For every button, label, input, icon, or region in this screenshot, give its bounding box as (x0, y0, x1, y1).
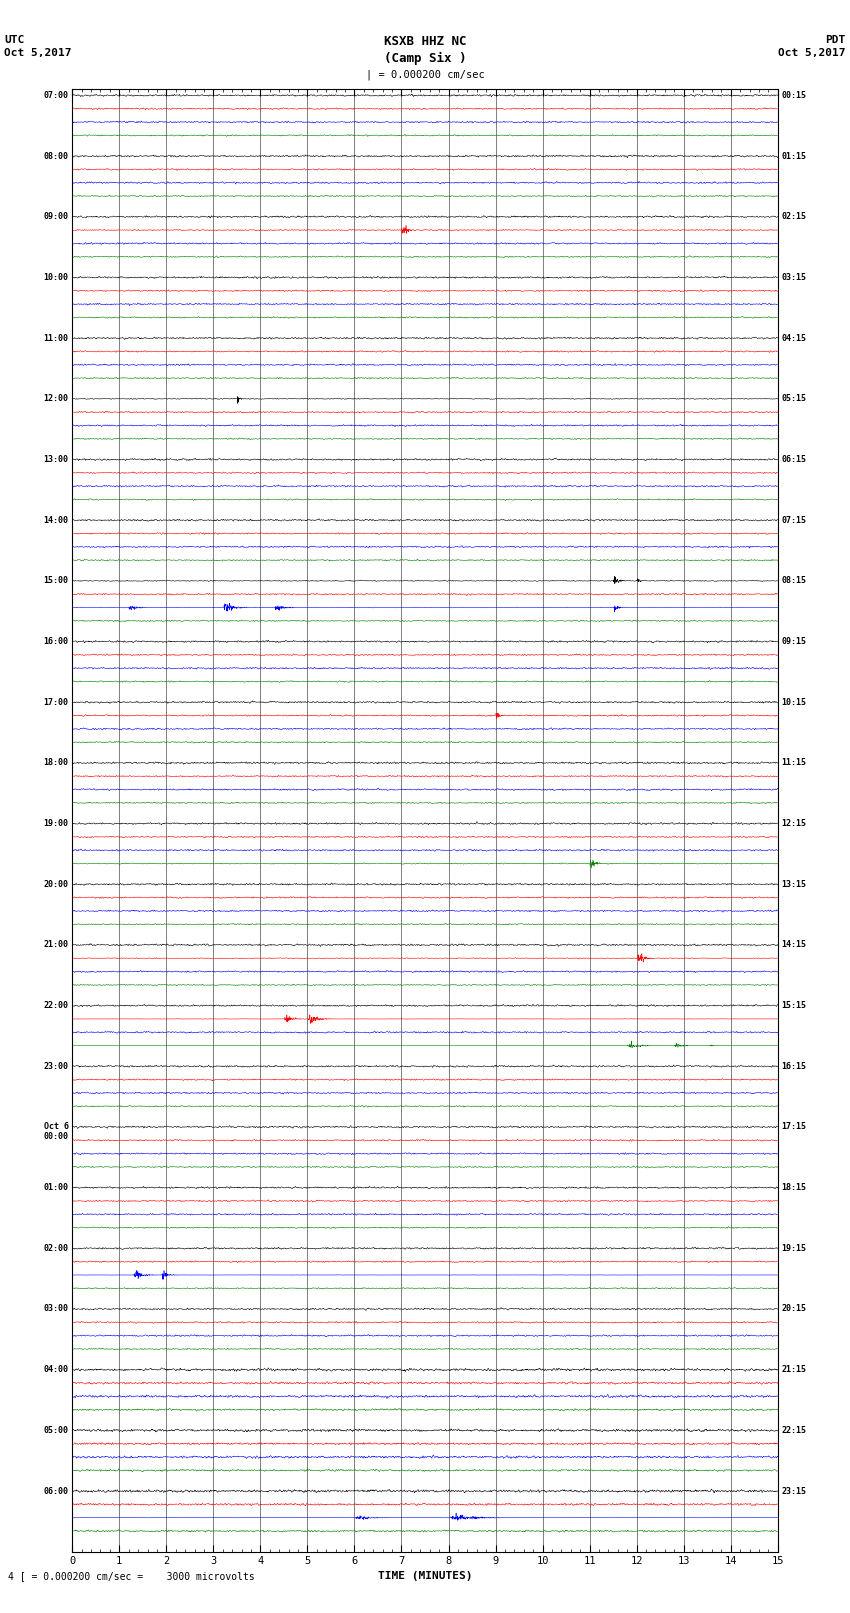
Text: Oct 6: Oct 6 (43, 1123, 69, 1131)
Text: 16:15: 16:15 (781, 1061, 807, 1071)
Text: 07:15: 07:15 (781, 516, 807, 524)
Text: 14:00: 14:00 (43, 516, 69, 524)
Text: 22:15: 22:15 (781, 1426, 807, 1436)
Text: KSXB HHZ NC: KSXB HHZ NC (383, 35, 467, 48)
Text: (Camp Six ): (Camp Six ) (383, 52, 467, 65)
Text: 21:15: 21:15 (781, 1365, 807, 1374)
Text: 18:15: 18:15 (781, 1182, 807, 1192)
Text: 08:00: 08:00 (43, 152, 69, 161)
Text: 01:00: 01:00 (43, 1182, 69, 1192)
Text: PDT: PDT (825, 35, 846, 45)
Text: 19:15: 19:15 (781, 1244, 807, 1253)
Text: 02:15: 02:15 (781, 213, 807, 221)
Text: 08:15: 08:15 (781, 576, 807, 586)
Text: 19:00: 19:00 (43, 819, 69, 827)
Text: 4 [ = 0.000200 cm/sec =    3000 microvolts: 4 [ = 0.000200 cm/sec = 3000 microvolts (8, 1571, 255, 1581)
Text: 09:00: 09:00 (43, 213, 69, 221)
Text: 18:00: 18:00 (43, 758, 69, 768)
Text: 17:15: 17:15 (781, 1123, 807, 1131)
Text: 15:15: 15:15 (781, 1002, 807, 1010)
Text: 16:00: 16:00 (43, 637, 69, 645)
Text: 11:00: 11:00 (43, 334, 69, 342)
Text: 22:00: 22:00 (43, 1002, 69, 1010)
Text: 04:15: 04:15 (781, 334, 807, 342)
Text: 01:15: 01:15 (781, 152, 807, 161)
Text: 12:00: 12:00 (43, 394, 69, 403)
Text: 06:00: 06:00 (43, 1487, 69, 1495)
Text: UTC: UTC (4, 35, 25, 45)
Text: 07:00: 07:00 (43, 90, 69, 100)
Text: 14:15: 14:15 (781, 940, 807, 950)
Text: 20:15: 20:15 (781, 1305, 807, 1313)
Text: 13:15: 13:15 (781, 879, 807, 889)
Text: 10:00: 10:00 (43, 273, 69, 282)
Text: 03:00: 03:00 (43, 1305, 69, 1313)
Text: 09:15: 09:15 (781, 637, 807, 645)
Text: 13:00: 13:00 (43, 455, 69, 465)
Text: Oct 5,2017: Oct 5,2017 (4, 48, 71, 58)
Text: 17:00: 17:00 (43, 698, 69, 706)
Text: 06:15: 06:15 (781, 455, 807, 465)
Text: 15:00: 15:00 (43, 576, 69, 586)
Text: 05:15: 05:15 (781, 394, 807, 403)
Text: 02:00: 02:00 (43, 1244, 69, 1253)
X-axis label: TIME (MINUTES): TIME (MINUTES) (377, 1571, 473, 1581)
Text: 03:15: 03:15 (781, 273, 807, 282)
Text: 10:15: 10:15 (781, 698, 807, 706)
Text: Oct 5,2017: Oct 5,2017 (779, 48, 846, 58)
Text: 05:00: 05:00 (43, 1426, 69, 1436)
Text: 00:00: 00:00 (43, 1132, 69, 1140)
Text: 11:15: 11:15 (781, 758, 807, 768)
Text: 23:00: 23:00 (43, 1061, 69, 1071)
Text: 04:00: 04:00 (43, 1365, 69, 1374)
Text: 21:00: 21:00 (43, 940, 69, 950)
Text: 20:00: 20:00 (43, 879, 69, 889)
Text: | = 0.000200 cm/sec: | = 0.000200 cm/sec (366, 69, 484, 81)
Text: 23:15: 23:15 (781, 1487, 807, 1495)
Text: 00:15: 00:15 (781, 90, 807, 100)
Text: 12:15: 12:15 (781, 819, 807, 827)
